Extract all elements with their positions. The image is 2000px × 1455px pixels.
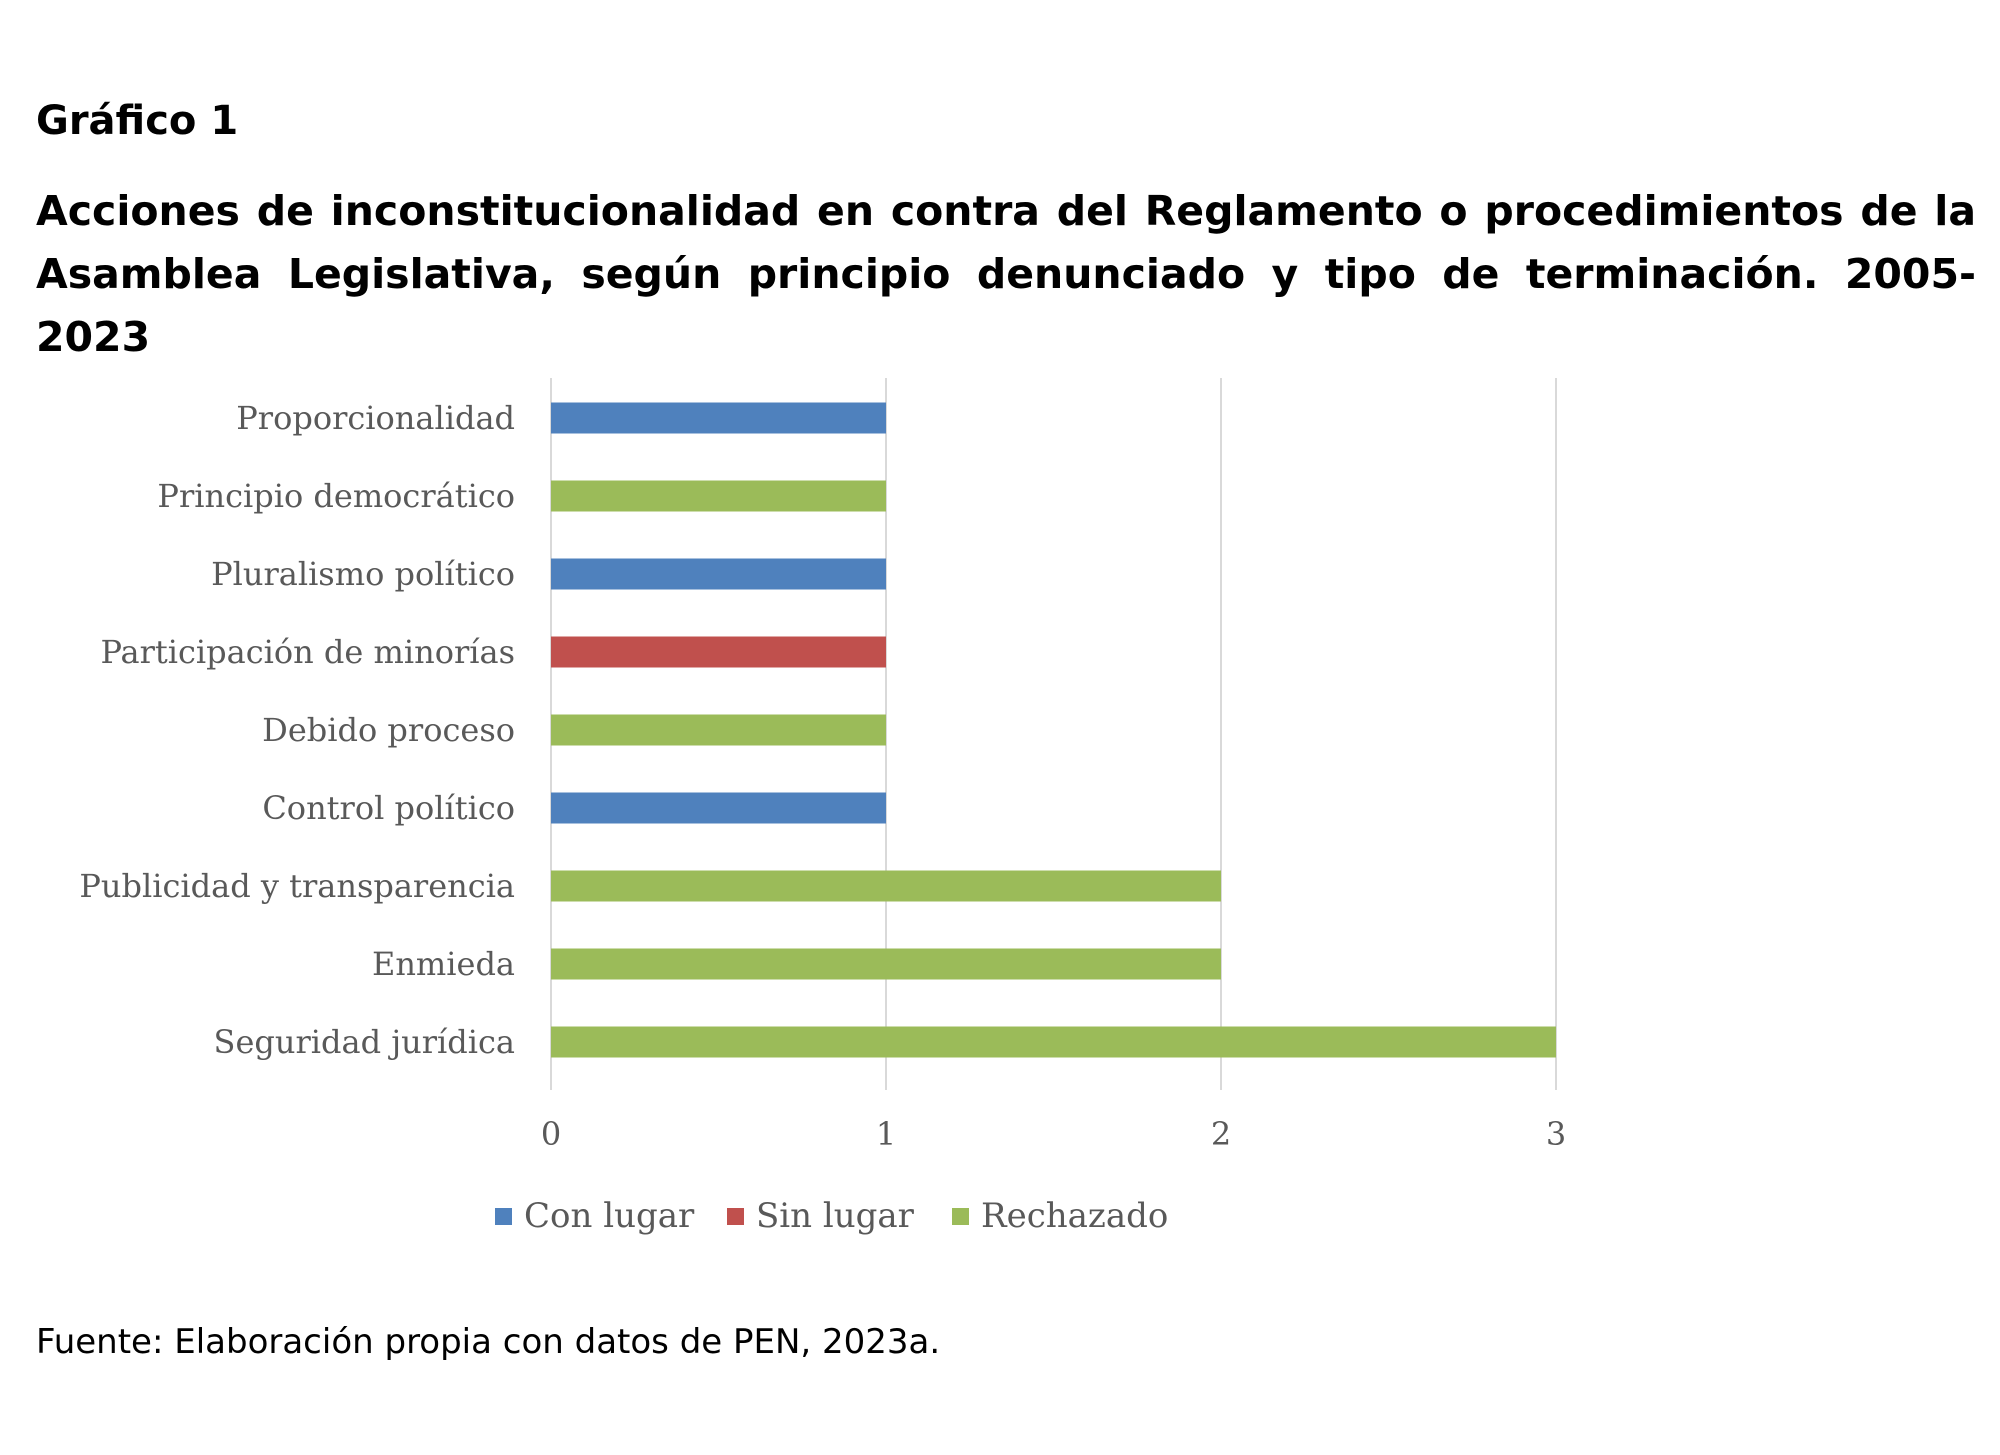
- bar-rechazado: [551, 870, 1221, 902]
- chart-title: Acciones de inconstitucionalidad en cont…: [36, 187, 1976, 361]
- category-label: Principio democrático: [157, 477, 515, 515]
- legend-label: Sin lugar: [756, 1196, 914, 1236]
- bar-sin-lugar: [551, 636, 886, 668]
- legend-item: Sin lugar: [727, 1196, 914, 1236]
- category-label: Participación de minorías: [100, 633, 515, 671]
- source-note: Fuente: Elaboración propia con datos de …: [36, 1322, 941, 1362]
- category-label: Control político: [262, 789, 515, 827]
- category-label: Debido proceso: [262, 711, 515, 749]
- x-tick-label: 0: [541, 1115, 561, 1153]
- legend-item: Rechazado: [952, 1196, 1168, 1236]
- bar-rechazado: [551, 948, 1221, 980]
- legend-label: Con lugar: [524, 1196, 695, 1236]
- bar-con-lugar: [551, 792, 886, 824]
- category-label: Enmieda: [372, 945, 515, 983]
- figure-number: Gráfico 1: [36, 98, 239, 144]
- x-tick-label: 3: [1546, 1115, 1566, 1153]
- legend-label: Rechazado: [981, 1196, 1169, 1236]
- legend: Con lugar Sin lugar Rechazado: [0, 1196, 2000, 1246]
- category-label: Publicidad y transparencia: [79, 867, 515, 905]
- x-tick-label: 2: [1211, 1115, 1231, 1153]
- bar-rechazado: [551, 714, 886, 746]
- bar-rechazado: [551, 480, 886, 512]
- legend-swatch: [495, 1207, 512, 1225]
- legend-swatch: [952, 1207, 969, 1225]
- category-label: Seguridad jurídica: [214, 1023, 515, 1061]
- x-tick-label: 1: [876, 1115, 896, 1153]
- bar-rechazado: [551, 1026, 1556, 1058]
- legend-item: Con lugar: [495, 1196, 694, 1236]
- bar-con-lugar: [551, 558, 886, 590]
- bar-con-lugar: [551, 402, 886, 434]
- category-label: Proporcionalidad: [236, 399, 515, 437]
- category-label: Pluralismo político: [211, 555, 515, 593]
- legend-swatch: [727, 1207, 744, 1225]
